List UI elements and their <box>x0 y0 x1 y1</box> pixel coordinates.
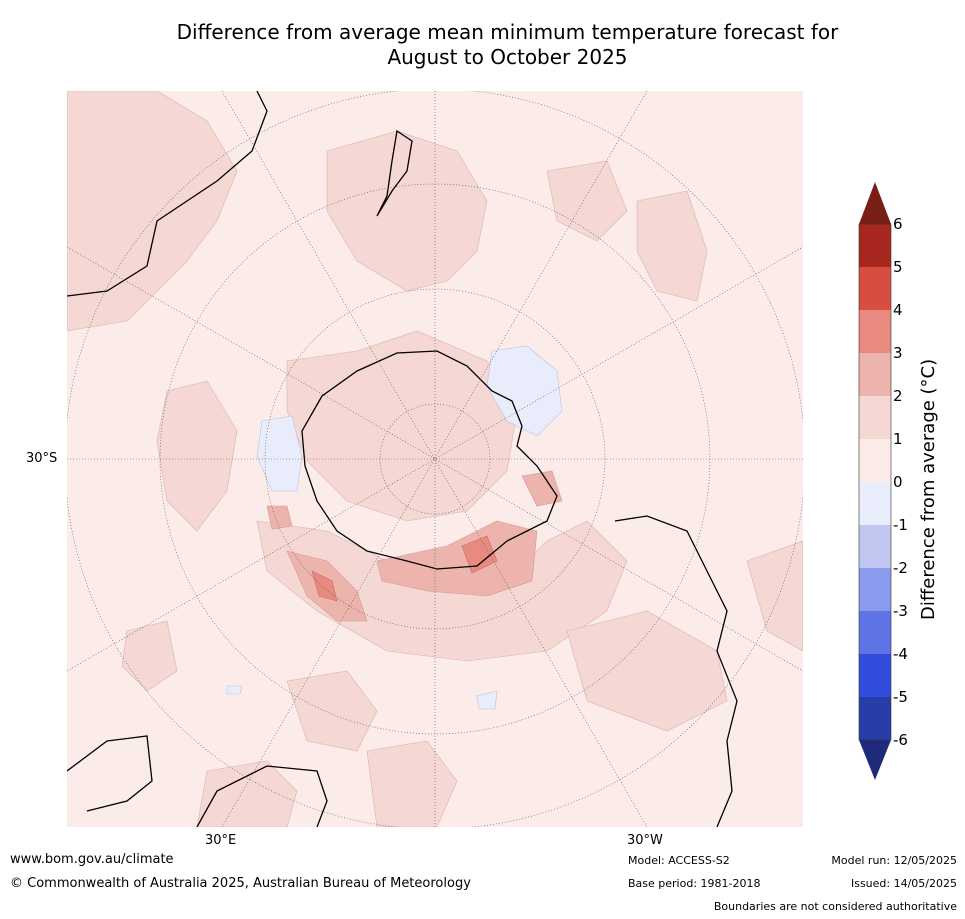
colorbar-tick: 1 <box>893 430 903 448</box>
map-canvas <box>67 91 803 827</box>
anomaly-negative-regions <box>226 345 563 710</box>
map-title: Difference from average mean minimum tem… <box>0 20 965 70</box>
colorbar-band <box>859 224 891 267</box>
footer-model: Model: ACCESS-S2 <box>628 854 730 867</box>
colorbar-band <box>859 310 891 353</box>
colorbar-band <box>859 654 891 697</box>
colorbar-tick: 4 <box>893 301 903 319</box>
colorbar-band <box>859 353 891 396</box>
colorbar-tick: -2 <box>893 559 908 577</box>
lat-label-30s: 30°S <box>26 451 58 466</box>
footer-base-period: Base period: 1981-2018 <box>628 877 761 890</box>
footer-copyright: © Commonwealth of Australia 2025, Austra… <box>10 876 471 891</box>
footer-url[interactable]: www.bom.gov.au/climate <box>10 852 174 867</box>
colorbar-band <box>859 568 891 611</box>
lon-label-30e: 30°E <box>205 833 237 848</box>
colorbar-band <box>859 482 891 525</box>
footer-issued: Issued: 14/05/2025 <box>850 877 957 890</box>
colorbar-tick: -3 <box>893 602 908 620</box>
colorbar-below-arrow <box>859 740 891 780</box>
colorbar-tick: 2 <box>893 387 903 405</box>
title-line-2: August to October 2025 <box>387 45 628 69</box>
continent-coastlines <box>67 91 738 827</box>
colorbar-tick: 3 <box>893 344 903 362</box>
colorbar-band <box>859 439 891 482</box>
colorbar-scale <box>858 182 892 780</box>
colorbar-tick: 0 <box>893 473 903 491</box>
colorbar-tick: -6 <box>893 731 908 749</box>
colorbar: 6 5 4 3 2 1 0 -1 -2 -3 -4 -5 -6 <box>855 180 965 785</box>
title-line-1: Difference from average mean minimum tem… <box>176 20 839 44</box>
anomaly-1-2-regions <box>67 91 803 827</box>
colorbar-band <box>859 267 891 310</box>
colorbar-band <box>859 697 891 740</box>
colorbar-tick: 5 <box>893 258 903 276</box>
colorbar-title: Difference from average (°C) <box>918 358 939 620</box>
colorbar-tick: -4 <box>893 645 908 663</box>
colorbar-above-arrow <box>859 182 891 224</box>
footer-disclaimer: Boundaries are not considered authoritat… <box>713 900 957 913</box>
graticule <box>67 91 803 827</box>
footer-model-run: Model run: 12/05/2025 <box>831 854 957 867</box>
colorbar-outline <box>858 223 892 741</box>
anomaly-map[interactable] <box>67 91 803 827</box>
lon-label-30w: 30°W <box>627 833 663 848</box>
colorbar-band <box>859 611 891 654</box>
colorbar-band <box>859 396 891 439</box>
colorbar-band <box>859 525 891 568</box>
colorbar-tick: 6 <box>893 215 903 233</box>
colorbar-tick: -5 <box>893 688 908 706</box>
colorbar-tick: -1 <box>893 516 908 534</box>
antarctica-coastline <box>301 350 558 570</box>
